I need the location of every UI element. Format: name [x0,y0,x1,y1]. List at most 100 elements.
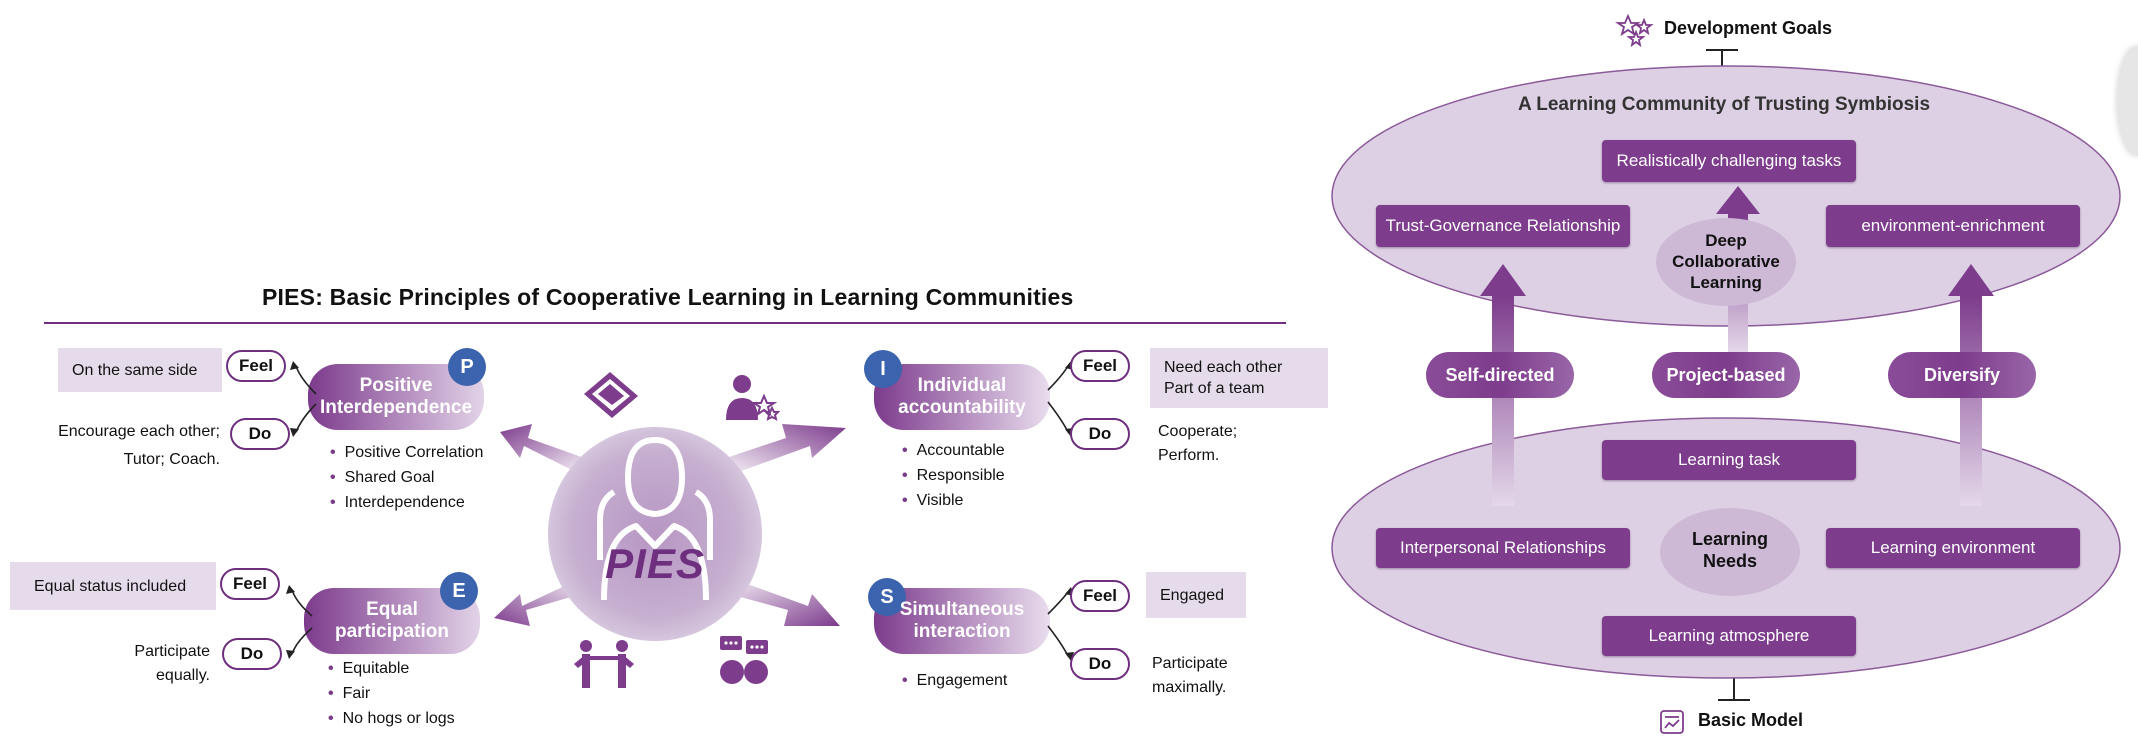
stars-icon [1615,13,1654,48]
needs-line1: Learning [1691,529,1768,549]
handshake-icon [584,372,638,418]
e-feel-bubble: Feel [220,568,280,600]
deep-collaborative-learning: Deep Collaborative Learning [1656,230,1796,293]
principle-e-name: Equal participation [304,588,480,654]
i-feel-line2: Part of a team [1164,380,1265,397]
person-icon [597,437,713,601]
e-bullet: Equitable [328,656,455,681]
basic-model-label: Basic Model [1698,710,1804,730]
pies-title: PIES: Basic Principles of Cooperative Le… [262,284,1074,310]
s-feel-tag: Engaged [1146,572,1246,618]
s-do-bubble: Do [1070,648,1130,680]
e-feel-tag: Equal status included [10,562,216,610]
community-title: A Learning Community of Trusting Symbios… [1517,94,1931,115]
i-feel-line1: Need each other [1164,359,1283,376]
principle-s-name: Simultaneous interaction [874,588,1050,654]
principle-i-line2: accountability [898,397,1026,418]
box-interpersonal: Interpersonal Relationships [1376,528,1630,568]
box-realistic-tasks: Realistically challenging tasks [1602,140,1856,182]
box-learning-task: Learning task [1602,440,1856,480]
s-do-text: Participate maximally. [1152,652,1228,700]
deep-line3: Learning [1690,273,1762,292]
pill-i [874,364,1050,430]
i-bullet: Responsible [902,463,1005,488]
s-do-line2: maximally. [1152,679,1227,696]
i-feel-bubble: Feel [1070,350,1130,382]
chat-heads-icon [720,636,768,684]
e-do-bubble: Do [222,638,282,670]
principle-p-line1: Positive [359,375,433,396]
principle-i-line1: Individual [917,375,1007,396]
e-do-text: Participate equally. [60,640,210,688]
arrow-center-top [1716,186,1760,218]
s-feel-bubble: Feel [1070,580,1130,612]
e-bullet: No hogs or logs [328,706,455,731]
badge-p: P [448,348,486,386]
s-bullets: Engagement [902,668,1008,693]
s-bullet: Engagement [902,668,1008,693]
pies-diagram-graphics [286,361,1074,688]
people-icon [574,640,634,688]
title-underline [44,322,1286,324]
e-bullets: Equitable Fair No hogs or logs [328,656,455,731]
p-bullet: Interdependence [330,490,483,515]
e-do-line1: Participate [134,643,210,660]
box-learning-atmosphere: Learning atmosphere [1602,616,1856,656]
p-bullet: Shared Goal [330,465,483,490]
center-pies-label: PIES [605,540,705,587]
arrow-to-p [500,424,590,478]
top-connector [1706,49,1738,66]
principle-s-line1: Simultaneous [899,599,1025,620]
p-do-line2: Tutor; Coach. [123,451,220,468]
pill-project-based-label: Project-based [1666,364,1786,385]
p-do-line1: Encourage each other; [58,423,220,440]
pill-self-directed [1426,352,1574,398]
i-do-bubble: Do [1070,418,1130,450]
principle-e-line2: participation [334,621,449,642]
bottom-connector [1718,678,1750,701]
chart-doc-icon [1660,710,1684,734]
p-feel-tag: On the same side [58,348,222,392]
principle-p-name: Positive Interdependence [308,364,484,430]
e-bullet: Fair [328,681,455,706]
principle-s-line2: interaction [913,621,1011,642]
p-do-bubble: Do [230,418,290,450]
deep-line1: Deep [1705,231,1747,250]
edge-decoration [2118,46,2138,156]
pill-p [308,364,484,430]
arrow-to-s [720,574,840,626]
badge-e: E [440,572,478,610]
pill-e [304,588,480,654]
i-do-text: Cooperate; Perform. [1158,420,1237,468]
pies-center-circle [548,427,762,641]
pill-s [874,588,1050,654]
e-do-line2: equally. [156,667,210,684]
pill-diversify [1888,352,2036,398]
s-do-line1: Participate [1152,655,1228,672]
i-bullet: Accountable [902,438,1005,463]
i-bullets: Accountable Responsible Visible [902,438,1005,513]
upper-ellipse [1331,65,2121,327]
badge-i: I [864,350,902,388]
i-feel-tag: Need each other Part of a team [1150,348,1328,408]
learning-needs-oval [1660,508,1800,596]
deep-line2: Collaborative [1672,252,1780,271]
i-do-line1: Cooperate; [1158,423,1238,440]
principle-i-name: Individual accountability [874,364,1050,430]
p-feel-bubble: Feel [226,350,286,382]
arrow-to-i [720,424,846,478]
badge-s: S [868,578,906,616]
arrow-left-up [1480,264,1526,506]
arrow-right-up [1948,264,1994,506]
box-environment-enrichment: environment-enrichment [1826,205,2080,247]
p-bullets: Positive Correlation Shared Goal Interde… [330,440,484,515]
principle-e-line1: Equal [366,599,418,620]
pill-diversify-label: Diversify [1923,364,2001,385]
person-star-icon [726,375,781,421]
pill-self-directed-label: Self-directed [1445,364,1555,385]
box-trust-governance: Trust-Governance Relationship [1376,205,1630,247]
i-bullet: Visible [902,488,1005,513]
principle-p-line2: Interdependence [319,397,473,418]
development-goals-label: Development Goals [1664,18,1833,38]
